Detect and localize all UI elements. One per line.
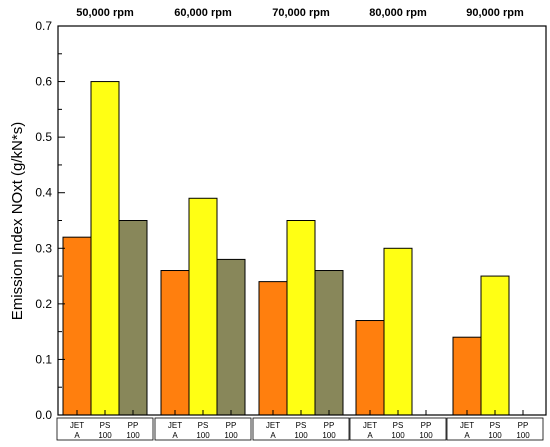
bars <box>62 81 510 416</box>
bar <box>62 236 92 416</box>
bar <box>118 220 148 416</box>
category-label: 100 <box>196 431 210 440</box>
category-label: 100 <box>419 431 433 440</box>
bar <box>90 81 120 416</box>
bar <box>314 270 344 416</box>
category-label: A <box>74 431 80 440</box>
category-label: PS <box>296 421 307 430</box>
category-labels: JETAPS100PP100JETAPS100PP100JETAPS100PP1… <box>56 417 544 441</box>
y-tick-label: 0.0 <box>35 408 52 422</box>
category-label: 100 <box>322 431 336 440</box>
group-label: 70,000 rpm <box>272 7 330 19</box>
category-label: 100 <box>126 431 140 440</box>
bar <box>480 275 510 416</box>
category-label: PP <box>128 421 139 430</box>
category-box <box>56 417 154 441</box>
group-label: 60,000 rpm <box>174 7 232 19</box>
bar <box>258 281 288 416</box>
bar <box>355 320 385 416</box>
category-label: 100 <box>224 431 238 440</box>
y-tick-label: 0.4 <box>35 186 52 200</box>
category-label: A <box>172 431 178 440</box>
group-labels: 50,000 rpm 60,000 rpm 70,000 rpm 80,000 rpm… <box>76 7 524 19</box>
group-label: 90,000 rpm <box>466 7 524 19</box>
y-tick-label: 0.7 <box>35 19 52 33</box>
category-label: PS <box>490 421 501 430</box>
bar <box>452 336 482 416</box>
category-label: 100 <box>488 431 502 440</box>
category-label: JET <box>266 421 280 430</box>
category-label: PP <box>226 421 237 430</box>
category-label: PP <box>421 421 432 430</box>
category-label: JET <box>460 421 474 430</box>
category-label: PS <box>198 421 209 430</box>
y-axis-label: Emission Index NOxt (g/kN*s) <box>9 122 26 320</box>
category-box <box>154 417 252 441</box>
bar <box>160 270 190 416</box>
category-label: PP <box>518 421 529 430</box>
category-box <box>446 417 544 441</box>
y-tick-label: 0.5 <box>35 130 52 144</box>
y-tick-label: 0.6 <box>35 75 52 89</box>
category-label: JET <box>168 421 182 430</box>
category-label: A <box>367 431 373 440</box>
bar <box>188 197 218 416</box>
category-label: 100 <box>98 431 112 440</box>
y-tick-label: 0.2 <box>35 297 52 311</box>
category-label: A <box>464 431 470 440</box>
y-tick-label: 0.1 <box>35 352 52 366</box>
category-label: PS <box>393 421 404 430</box>
bar <box>383 247 413 416</box>
group-label: 50,000 rpm <box>76 7 134 19</box>
category-label: PP <box>324 421 335 430</box>
category-box <box>252 417 350 441</box>
axes: 0.0 0.1 0.2 0.3 0.4 0.5 0.6 0.7 <box>35 19 547 422</box>
y-tick-label: 0.3 <box>35 241 52 255</box>
category-label: JET <box>363 421 377 430</box>
bar <box>286 220 316 416</box>
category-label: 100 <box>294 431 308 440</box>
category-box <box>349 417 447 441</box>
group-label: 80,000 rpm <box>369 7 427 19</box>
category-label: PS <box>100 421 111 430</box>
category-label: 100 <box>391 431 405 440</box>
category-label: JET <box>70 421 84 430</box>
category-label: A <box>270 431 276 440</box>
bar <box>216 258 246 416</box>
category-label: 100 <box>516 431 530 440</box>
